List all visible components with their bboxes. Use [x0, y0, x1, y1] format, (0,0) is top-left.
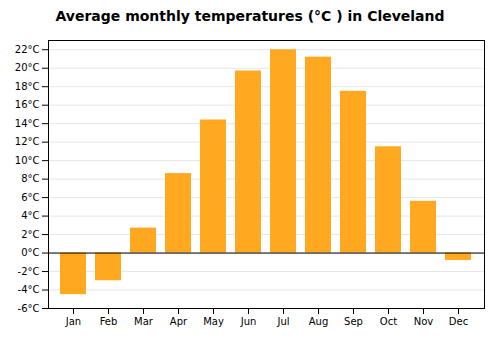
svg-text:Jun: Jun [240, 316, 257, 327]
svg-text:Jan: Jan [65, 316, 81, 327]
svg-text:May: May [203, 316, 224, 327]
svg-text:Oct: Oct [380, 316, 397, 327]
svg-text:4°C: 4°C [21, 210, 39, 221]
svg-text:16°C: 16°C [15, 99, 40, 110]
svg-text:8°C: 8°C [21, 173, 39, 184]
svg-text:18°C: 18°C [15, 81, 40, 92]
svg-text:Sep: Sep [344, 316, 363, 327]
svg-text:-2°C: -2°C [18, 266, 40, 277]
svg-text:Jul: Jul [276, 316, 289, 327]
svg-text:2°C: 2°C [21, 229, 39, 240]
svg-text:Dec: Dec [449, 316, 468, 327]
svg-text:Aug: Aug [309, 316, 329, 327]
svg-text:22°C: 22°C [15, 44, 40, 55]
svg-text:20°C: 20°C [15, 62, 40, 73]
svg-text:Nov: Nov [414, 316, 434, 327]
svg-text:-6°C: -6°C [18, 303, 40, 314]
html-text:Average monthly temperatures (: Average monthly temperatures (°C ) in Cl… [55, 8, 445, 24]
svg-text:Apr: Apr [170, 316, 188, 327]
svg-text:Feb: Feb [100, 316, 118, 327]
svg-text:Mar: Mar [134, 316, 154, 327]
svg-text:10°C: 10°C [15, 155, 40, 166]
svg-text:0°C: 0°C [21, 247, 39, 258]
svg-text:12°C: 12°C [15, 136, 40, 147]
svg-text:-4°C: -4°C [18, 284, 40, 295]
svg-text:6°C: 6°C [21, 192, 39, 203]
svg-text:14°C: 14°C [15, 118, 40, 129]
